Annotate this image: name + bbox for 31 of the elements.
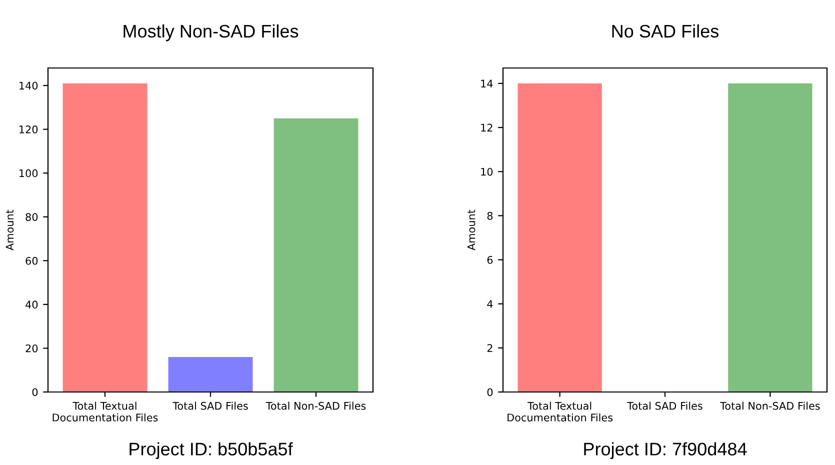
x-tick-label: Total Textual Documentation Files bbox=[52, 402, 158, 422]
x-tick-label: Total Non-SAD Files bbox=[720, 402, 820, 410]
y-tick-label: 40 bbox=[26, 300, 38, 309]
bar bbox=[62, 83, 148, 392]
text: Project ID: b50b5a5f bbox=[130, 442, 293, 460]
bar bbox=[274, 118, 358, 392]
y-tick-label: 12 bbox=[481, 124, 492, 132]
y-tick-label: 80 bbox=[26, 213, 38, 221]
y-tick-label: 2 bbox=[487, 344, 492, 352]
y-axis-title: Amount bbox=[6, 210, 14, 250]
chart-title: No SAD Files bbox=[612, 24, 719, 38]
y-tick-label: 0 bbox=[487, 388, 493, 396]
y-tick-label: 8 bbox=[487, 212, 493, 220]
x-tick-label: Total Non-SAD Files bbox=[266, 402, 366, 410]
text: Project ID: 7f90d484 bbox=[584, 442, 747, 460]
x-tick-label: Total SAD Files bbox=[172, 402, 248, 410]
y-tick-label: 60 bbox=[26, 256, 38, 265]
bar bbox=[168, 356, 253, 392]
y-tick-label: 4 bbox=[487, 300, 493, 308]
y-tick-label: 120 bbox=[20, 126, 38, 134]
y-tick-label: 10 bbox=[481, 168, 493, 176]
y-tick-label: 100 bbox=[20, 169, 38, 178]
chart-title: Mostly Non-SAD Files bbox=[124, 24, 298, 42]
x-tick-label: Total SAD Files bbox=[627, 402, 702, 410]
y-tick-label: 0 bbox=[32, 388, 38, 396]
y-tick-label: 20 bbox=[26, 344, 38, 352]
y-axis-title: Amount bbox=[467, 210, 476, 250]
y-tick-label: 14 bbox=[481, 80, 493, 88]
y-tick-label: 6 bbox=[487, 256, 493, 264]
x-tick-label: Total Textual Documentation Files bbox=[508, 402, 613, 422]
y-tick-label: 140 bbox=[20, 82, 38, 90]
